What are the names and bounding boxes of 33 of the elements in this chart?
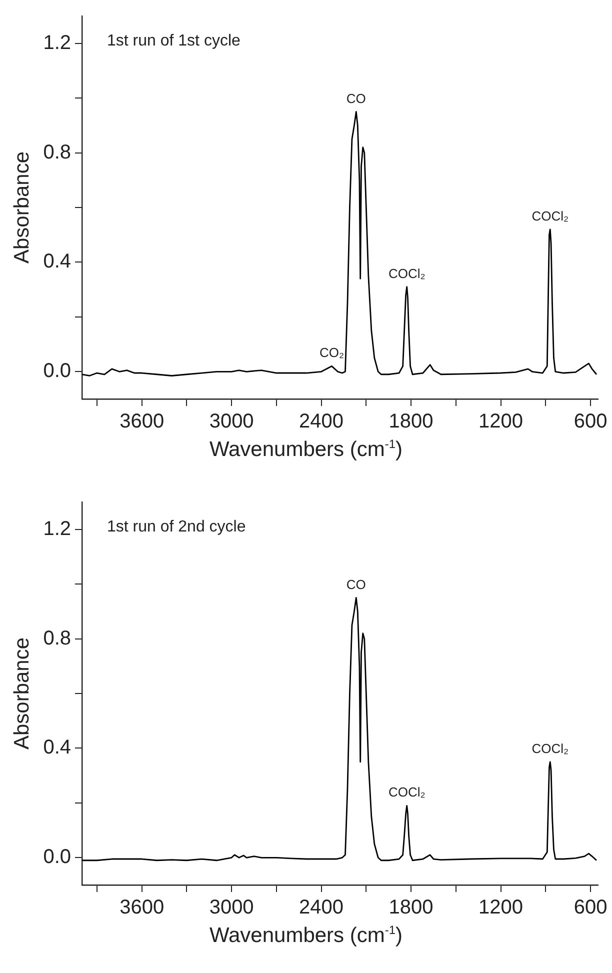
annotation: CO xyxy=(346,90,366,106)
x-tick-label: 3600 xyxy=(120,410,164,433)
x-tick-label: 1800 xyxy=(388,410,434,433)
x-tick-label: 2400 xyxy=(299,410,344,433)
annotation: COCl₂ xyxy=(388,784,426,800)
x-tick-label: 3600 xyxy=(120,896,164,919)
x-tick-label: 1200 xyxy=(478,896,524,919)
y-tick-label: 0.4 xyxy=(43,736,72,759)
y-tick-label: 0.0 xyxy=(43,360,72,382)
x-tick-label: 3000 xyxy=(209,896,254,919)
annotation: COCl₂ xyxy=(532,740,569,756)
annotation: 1st run of 2nd cycle xyxy=(107,518,246,536)
x-tick-label: 1200 xyxy=(478,410,524,433)
x-tick-label: 600 xyxy=(574,896,608,919)
y-tick-label: 0.0 xyxy=(43,846,72,868)
x-tick-label: 3000 xyxy=(209,410,254,433)
y-tick-label: 1.2 xyxy=(43,32,72,54)
annotation: CO xyxy=(346,576,366,592)
annotation: COCl₂ xyxy=(532,208,569,224)
x-tick-label: 2400 xyxy=(299,896,344,919)
y-axis-title: Absorbance xyxy=(10,151,34,264)
y-axis-title: Absorbance xyxy=(10,637,34,750)
x-tick-label: 1800 xyxy=(388,896,434,919)
y-tick-label: 0.8 xyxy=(43,627,72,650)
annotation: 1st run of 1st cycle xyxy=(107,32,240,50)
x-tick-label: 600 xyxy=(574,410,608,433)
y-tick-label: 0.4 xyxy=(43,250,72,273)
x-axis-title: Wavenumbers (cm$^{-1}$) xyxy=(208,923,404,948)
annotation: COCl₂ xyxy=(388,266,426,281)
x-axis-title: Wavenumbers (cm$^{-1}$) xyxy=(208,437,404,462)
y-tick-label: 1.2 xyxy=(43,518,72,540)
annotation: CO₂ xyxy=(320,345,344,360)
y-tick-label: 0.8 xyxy=(43,141,72,164)
